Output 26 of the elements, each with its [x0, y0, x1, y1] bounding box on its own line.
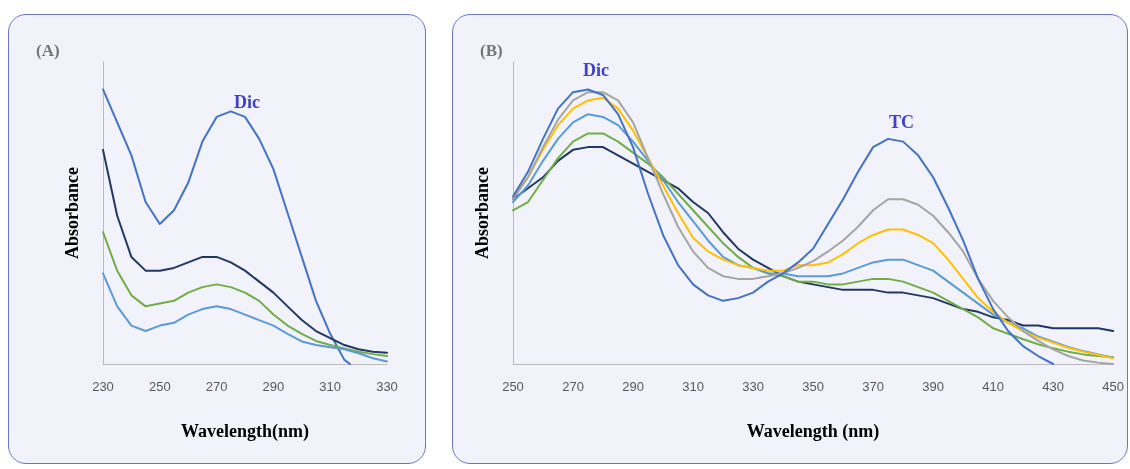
x-tick-label: 250: [502, 379, 524, 394]
chart-title: (A): [36, 41, 60, 60]
x-tick-label: 450: [1102, 379, 1125, 394]
chart-title: (B): [480, 41, 503, 60]
x-tick-label: 250: [148, 379, 171, 394]
x-tick-label: 290: [262, 379, 285, 394]
x-tick-label: 330: [376, 379, 398, 394]
x-tick-label: 270: [562, 379, 584, 394]
x-tick-label: 390: [922, 379, 944, 394]
x-tick-label: 230: [92, 379, 114, 394]
x-tick-label: 350: [802, 379, 824, 394]
x-tick-label: 370: [862, 379, 884, 394]
x-axis-title: Wavelength (nm): [746, 421, 880, 442]
annotation: Dic: [233, 92, 260, 112]
text: Dic: [582, 60, 609, 80]
x-tick-label: 270: [205, 379, 228, 394]
x-tick-label: 330: [742, 379, 764, 394]
y-axis-title: Absorbance: [62, 166, 82, 260]
annotation: TC: [888, 112, 915, 132]
x-tick-label: 310: [682, 379, 704, 394]
y-axis-title: Absorbance: [472, 166, 492, 260]
x-tick-label: 310: [319, 379, 342, 394]
x-tick-label: 290: [622, 379, 644, 394]
x-tick-label: 410: [982, 379, 1004, 394]
x-tick-label: 430: [1042, 379, 1064, 394]
x-axis-title: Wavelength(nm): [181, 421, 309, 442]
